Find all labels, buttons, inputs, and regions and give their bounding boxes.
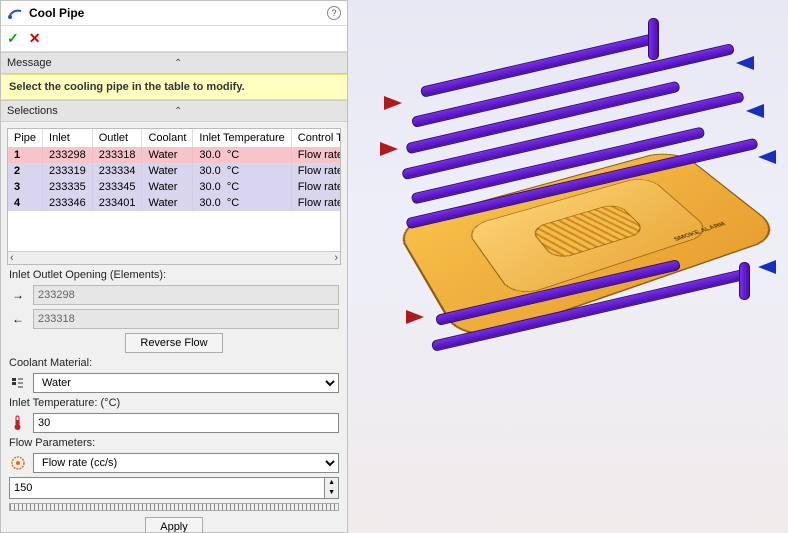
arrow-right-icon: → <box>9 288 27 302</box>
inlet-temp-input[interactable] <box>33 413 339 433</box>
horizontal-scrollbar[interactable]: ‹› <box>8 251 340 264</box>
flow-arrow-in-icon <box>746 104 764 118</box>
flow-arrow-out-icon <box>380 142 398 156</box>
inlet-element-field[interactable] <box>33 285 339 305</box>
message-header[interactable]: Message <box>1 52 347 74</box>
column-header[interactable]: Coolant <box>142 129 193 147</box>
coolant-select[interactable]: Water <box>33 373 339 393</box>
spinner-buttons[interactable]: ▲▼ <box>325 477 339 499</box>
cooling-pipe <box>648 18 659 60</box>
column-header[interactable]: Outlet <box>92 129 142 147</box>
ok-button[interactable]: ✓ <box>7 30 19 47</box>
outlet-element-field[interactable] <box>33 309 339 329</box>
reverse-flow-button[interactable]: Reverse Flow <box>125 333 222 353</box>
column-header[interactable]: Control Type <box>291 129 341 147</box>
table-row[interactable]: 2233319233334Water30.0 °CFlow rate <box>8 163 341 179</box>
column-header[interactable]: Inlet Temperature <box>193 129 291 147</box>
flow-mode-select[interactable]: Flow rate (cc/s) <box>33 453 339 473</box>
message-header-label: Message <box>7 57 174 69</box>
selections-header[interactable]: Selections <box>1 100 347 122</box>
flow-params-label: Flow Parameters: <box>9 437 339 449</box>
table-row[interactable]: 4233346233401Water30.0 °CFlow rate <box>8 195 341 211</box>
cancel-button[interactable]: ✕ <box>29 30 41 47</box>
help-icon[interactable]: ? <box>327 6 341 20</box>
arrow-left-icon: ← <box>9 312 27 326</box>
scale-ruler <box>9 503 339 511</box>
apply-button[interactable]: Apply <box>145 517 203 533</box>
flow-arrow-in-icon <box>758 150 776 164</box>
material-icon <box>9 376 27 390</box>
flow-arrow-out-icon <box>406 310 424 324</box>
inlet-temp-label: Inlet Temperature: (°C) <box>9 397 339 409</box>
panel-title: Cool Pipe <box>29 6 327 20</box>
flow-arrow-in-icon <box>758 260 776 274</box>
property-panel: Cool Pipe ? ✓ ✕ Message Select the cooli… <box>0 0 348 533</box>
table-row[interactable]: 1233298233318Water30.0 °CFlow rate <box>8 147 341 163</box>
selections-header-label: Selections <box>7 105 174 117</box>
cooling-pipe <box>739 262 750 300</box>
model-viewport[interactable]: SMOKE ALARM <box>348 0 788 533</box>
inlet-outlet-label: Inlet Outlet Opening (Elements): <box>9 269 339 281</box>
selections-body: PipeInletOutletCoolantInlet TemperatureC… <box>1 122 347 533</box>
chevron-up-icon <box>174 105 341 117</box>
message-text: Select the cooling pipe in the table to … <box>1 74 347 100</box>
table-row[interactable]: 3233335233345Water30.0 °CFlow rate <box>8 179 341 195</box>
column-header[interactable]: Inlet <box>43 129 93 147</box>
flow-value-input[interactable] <box>9 477 325 499</box>
flow-arrow-out-icon <box>384 96 402 110</box>
cool-pipe-icon <box>7 5 23 21</box>
thermometer-icon <box>9 415 27 431</box>
action-row: ✓ ✕ <box>1 26 347 52</box>
flow-icon <box>9 455 27 471</box>
flow-arrow-in-icon <box>736 56 754 70</box>
chevron-up-icon <box>174 57 341 69</box>
column-header[interactable]: Pipe <box>8 129 43 147</box>
pipe-table[interactable]: PipeInletOutletCoolantInlet TemperatureC… <box>7 128 341 265</box>
panel-title-row: Cool Pipe ? <box>1 1 347 26</box>
coolant-label: Coolant Material: <box>9 357 339 369</box>
